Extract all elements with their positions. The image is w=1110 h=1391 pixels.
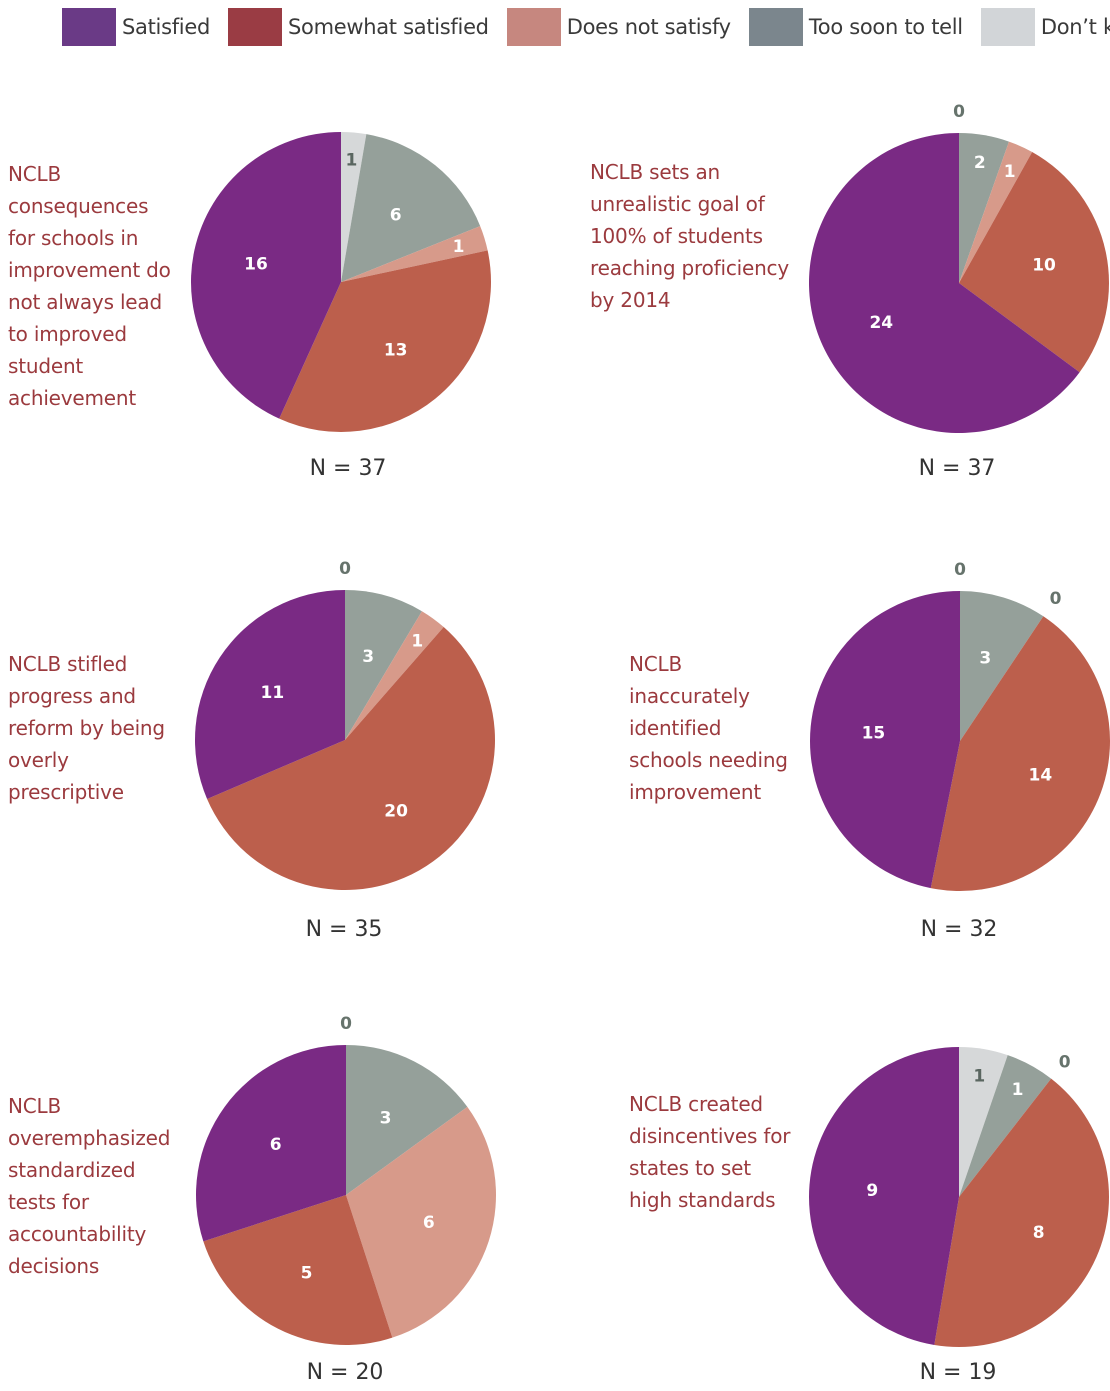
pie-4-slice-satisfied — [809, 591, 960, 889]
pie-5-slice-too-soon-to-tell — [346, 1045, 468, 1195]
pie-3-slice-does-not-satisfy — [345, 611, 444, 740]
n-label-4: N = 32 — [920, 917, 998, 942]
n-label-5: N = 20 — [306, 1360, 384, 1385]
pie-4-label-somewhat-satisfied: 14 — [1029, 765, 1053, 785]
pie-5-label-dont-know: 0 — [340, 1014, 352, 1034]
pie-4-label-does-not-satisfy: 0 — [1050, 589, 1062, 609]
pie-6-label-does-not-satisfy: 0 — [1059, 1052, 1071, 1072]
pie-1-slice-dont-know — [341, 132, 367, 282]
pie-6-slice-dont-know — [959, 1047, 1008, 1197]
legend-item-satisfied: Satisfied — [62, 8, 210, 46]
pie-5-label-somewhat-satisfied: 5 — [301, 1264, 313, 1284]
pie-2-slice-does-not-satisfy — [959, 141, 1033, 283]
legend-item-does-not-satisfy: Does not satisfy — [506, 8, 731, 46]
pie-5-label-satisfied: 6 — [270, 1135, 282, 1155]
legend-swatch-satisfied — [62, 8, 116, 46]
pie-2-slice-too-soon-to-tell — [959, 133, 1009, 283]
legend-label-somewhat-satisfied: Somewhat satisfied — [288, 15, 489, 39]
pie-5-label-too-soon-to-tell: 3 — [380, 1108, 392, 1128]
question-3: NCLB stifled progress and reform by bein… — [8, 652, 165, 804]
pie-3-slice-too-soon-to-tell — [345, 590, 422, 740]
pie-1-slice-somewhat-satisfied — [279, 250, 491, 432]
pie-2-label-dont-know: 0 — [953, 102, 965, 122]
pie-1-slice-too-soon-to-tell — [341, 134, 481, 282]
pie-3-slice-somewhat-satisfied — [207, 627, 496, 891]
legend-swatch-somewhat-satisfied — [228, 8, 282, 46]
n-label-6: N = 19 — [919, 1360, 997, 1385]
pie-6-label-satisfied: 9 — [866, 1181, 878, 1201]
pie-4-slice-somewhat-satisfied — [930, 616, 1110, 891]
pie-1-label-too-soon-to-tell: 6 — [390, 205, 402, 225]
pie-6-slice-somewhat-satisfied — [934, 1078, 1110, 1348]
pie-5-slice-satisfied — [196, 1045, 346, 1242]
pie-3-slice-satisfied — [195, 590, 345, 799]
legend-item-dont-know: Don’t know — [980, 8, 1110, 46]
pie-1-slice-satisfied — [190, 132, 341, 419]
n-label-3: N = 35 — [305, 917, 383, 942]
legend-label-satisfied: Satisfied — [122, 15, 210, 39]
n-label-2: N = 37 — [918, 456, 996, 481]
pie-4-label-satisfied: 15 — [862, 723, 886, 743]
pie-4-slice-too-soon-to-tell — [960, 591, 1044, 741]
pie-1-slice-does-not-satisfy — [341, 226, 488, 282]
legend-label-dont-know: Don’t know — [1040, 15, 1110, 39]
pie-6-label-too-soon-to-tell: 1 — [1012, 1080, 1024, 1100]
pie-6-slice-too-soon-to-tell — [959, 1055, 1052, 1197]
pie-6-label-dont-know: 1 — [973, 1067, 985, 1087]
question-6: NCLB created disincentives for states to… — [629, 1092, 791, 1212]
pie-2-slice-somewhat-satisfied — [959, 152, 1109, 373]
pie-6-slice-satisfied — [808, 1047, 959, 1345]
pie-5-slice-somewhat-satisfied — [203, 1195, 393, 1345]
legend-swatch-dont-know — [980, 8, 1035, 46]
legend-swatch-too-soon-to-tell — [748, 8, 803, 46]
question-1: NCLB consequences for schools in improve… — [8, 162, 171, 410]
legend-swatch-does-not-satisfy — [506, 8, 561, 46]
legend-label-too-soon-to-tell: Too soon to tell — [808, 15, 963, 39]
pie-1-label-satisfied: 16 — [244, 255, 268, 275]
pie-6-label-somewhat-satisfied: 8 — [1033, 1223, 1045, 1243]
pie-2-label-does-not-satisfy: 1 — [1004, 162, 1016, 182]
pie-1-label-somewhat-satisfied: 13 — [384, 341, 408, 361]
pie-1-label-dont-know: 1 — [346, 150, 358, 170]
question-2: NCLB sets an unrealistic goal of 100% of… — [590, 160, 789, 312]
pie-3-label-too-soon-to-tell: 3 — [362, 647, 374, 667]
pie-2-label-satisfied: 24 — [869, 313, 893, 333]
pie-5-label-does-not-satisfy: 6 — [423, 1213, 435, 1233]
legend-item-too-soon-to-tell: Too soon to tell — [748, 8, 963, 46]
legend: Satisfied Somewhat satisfied Does not sa… — [62, 8, 1110, 46]
pie-5-slice-does-not-satisfy — [346, 1106, 497, 1338]
pie-4-label-dont-know: 0 — [954, 560, 966, 580]
pie-3-label-dont-know: 0 — [339, 559, 351, 579]
pie-2-slice-satisfied — [809, 133, 1080, 433]
pie-4-label-too-soon-to-tell: 3 — [979, 649, 991, 669]
question-4: NCLB inaccurately identified schools nee… — [629, 652, 788, 804]
n-label-1: N = 37 — [309, 456, 387, 481]
legend-label-does-not-satisfy: Does not satisfy — [566, 15, 731, 39]
pie-2-label-too-soon-to-tell: 2 — [974, 153, 986, 173]
legend-item-somewhat-satisfied: Somewhat satisfied — [228, 8, 489, 46]
pie-1-label-does-not-satisfy: 1 — [453, 237, 465, 257]
pie-3-label-satisfied: 11 — [261, 683, 285, 703]
pie-2-label-somewhat-satisfied: 10 — [1032, 256, 1056, 276]
pie-3-label-does-not-satisfy: 1 — [411, 631, 423, 651]
pie-3-label-somewhat-satisfied: 20 — [384, 801, 408, 821]
question-5: NCLB overemphasized standardized tests f… — [8, 1094, 171, 1278]
